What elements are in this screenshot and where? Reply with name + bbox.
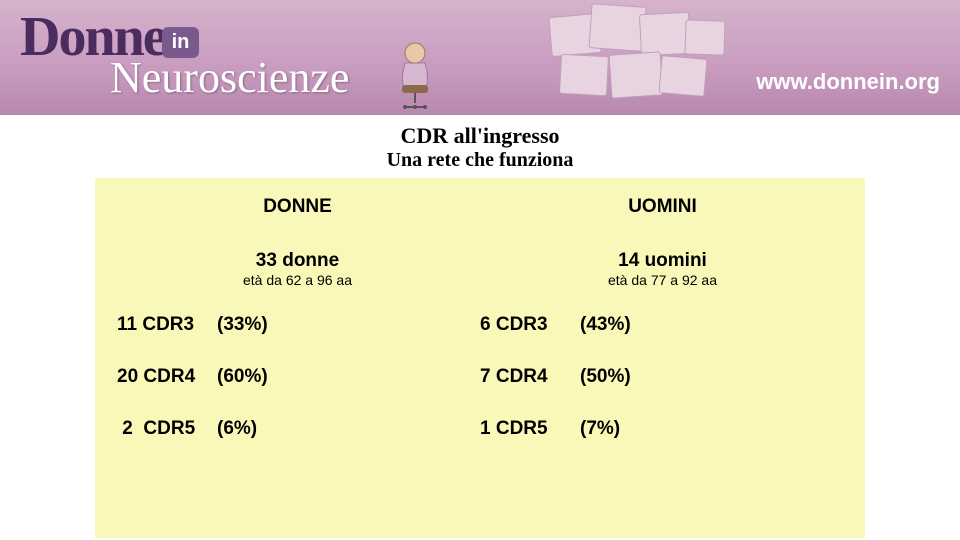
cdr-right: 6 CDR3 (480, 314, 580, 336)
title-line-2: Una rete che funziona (0, 149, 960, 172)
data-table: DONNE UOMINI 33 donne età da 62 a 96 aa … (95, 178, 865, 538)
slide-title: CDR all'ingresso Una rete che funziona (0, 123, 960, 172)
pct-left: (6%) (217, 418, 257, 440)
col-header-donne: DONNE (115, 196, 480, 218)
col-header-uomini: UOMINI (480, 196, 845, 218)
pct-left: (33%) (217, 314, 268, 336)
brand-block: Donnein Neuroscienze (0, 12, 349, 103)
count-left: 33 donne età da 62 a 96 aa (115, 250, 480, 288)
cdr-left: 11 CDR3 (117, 314, 217, 336)
header-banner: Donnein Neuroscienze www.donnein.org (0, 0, 960, 115)
cdr-right: 1 CDR5 (480, 418, 580, 440)
data-rows: 11 CDR3 (33%) 6 CDR3 (43%) 20 CDR4 (60%)… (115, 314, 845, 440)
header-row: DONNE UOMINI (115, 196, 845, 218)
table-row: 20 CDR4 (60%) 7 CDR4 (50%) (115, 366, 845, 388)
brand-word-neuroscienze: Neuroscienze (110, 52, 349, 103)
pct-right: (50%) (580, 366, 631, 388)
pct-right: (7%) (580, 418, 620, 440)
brand-word-in: in (162, 27, 200, 58)
age-right-label: età da 77 a 92 aa (480, 272, 845, 288)
header-left: DONNE (115, 196, 480, 218)
table-row: 2 CDR5 (6%) 1 CDR5 (7%) (115, 418, 845, 440)
pct-right: (43%) (580, 314, 631, 336)
count-left-label: 33 donne (115, 250, 480, 272)
cdr-left: 20 CDR4 (117, 366, 217, 388)
count-right-label: 14 uomini (480, 250, 845, 272)
url-label: www.donnein.org (756, 69, 940, 95)
title-line-1: CDR all'ingresso (0, 123, 960, 149)
count-right: 14 uomini età da 77 a 92 aa (480, 250, 845, 288)
count-row: 33 donne età da 62 a 96 aa 14 uomini età… (115, 250, 845, 288)
pct-left: (60%) (217, 366, 268, 388)
chair-icon (380, 35, 450, 115)
header-right: UOMINI (480, 196, 845, 218)
photo-collage (550, 5, 730, 110)
age-left-label: età da 62 a 96 aa (115, 272, 480, 288)
cdr-right: 7 CDR4 (480, 366, 580, 388)
cdr-left: 2 CDR5 (117, 418, 217, 440)
table-row: 11 CDR3 (33%) 6 CDR3 (43%) (115, 314, 845, 336)
